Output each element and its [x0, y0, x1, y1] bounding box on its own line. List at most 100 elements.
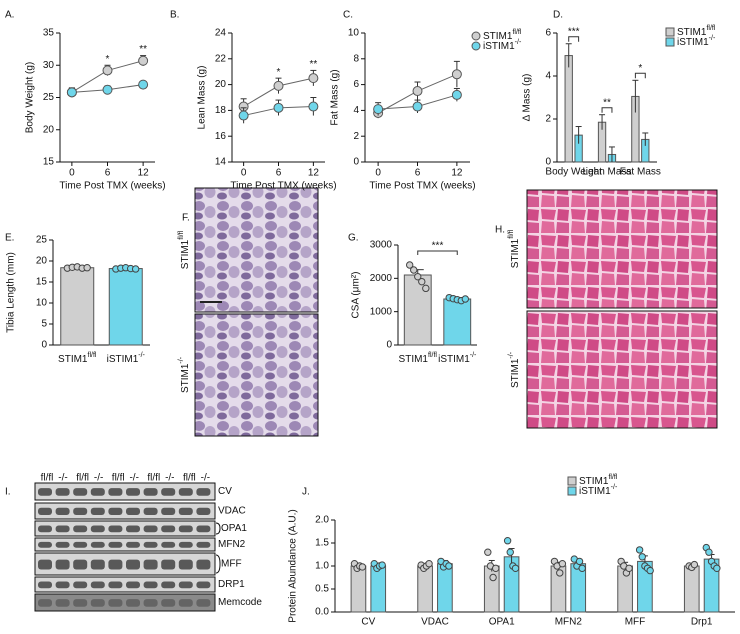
blot-band	[90, 507, 105, 515]
panel-label: G.	[348, 233, 359, 244]
label-base: STIM1	[510, 358, 521, 388]
x-axis-label: Time Post TMX (weeks)	[59, 181, 165, 192]
bar	[108, 268, 143, 346]
x-tick-label: CV	[361, 617, 375, 628]
label-superscript: -/-	[515, 39, 522, 46]
blot-band	[143, 599, 158, 607]
panel-label: C.	[343, 10, 353, 21]
data-point	[308, 101, 319, 112]
data-point	[492, 564, 500, 572]
data-point	[558, 560, 567, 568]
data-point	[445, 562, 453, 570]
data-point	[635, 546, 644, 554]
legend-marker	[665, 27, 675, 37]
lane-header: -/-	[94, 473, 103, 484]
data-point	[575, 557, 584, 566]
blot-band	[73, 541, 88, 548]
y-axis-label: Tibia Length (mm)	[6, 252, 17, 333]
blot-band	[55, 507, 70, 515]
blot-band	[90, 581, 105, 589]
label: iSTIM1-/-	[107, 352, 146, 364]
blot-band	[143, 581, 158, 589]
blot-band	[108, 559, 123, 570]
legend-marker	[471, 31, 481, 41]
data-point	[66, 87, 77, 98]
label-superscript: fl/fl	[428, 352, 437, 359]
x-tick-label: 12	[138, 168, 150, 179]
y-tick-label: 0	[386, 340, 392, 351]
blot-band	[143, 507, 158, 515]
lane-header: -/-	[58, 473, 67, 484]
data-point	[378, 561, 386, 569]
panel-label: E.	[5, 233, 14, 244]
y-tick-label: 1.5	[315, 538, 329, 549]
blot-band	[161, 599, 176, 607]
y-tick-label: 2.0	[315, 515, 329, 526]
blot-band	[161, 525, 176, 533]
label-base: iSTIM1	[438, 354, 470, 365]
label-superscript: -/-	[709, 35, 716, 42]
blot-band	[126, 599, 140, 607]
x-tick-label: 6	[105, 168, 111, 179]
y-tick-label: 2	[545, 114, 551, 125]
label: iSTIM1-/-	[483, 39, 522, 51]
label-superscript: -/-	[470, 352, 477, 359]
y-tick-label: 30	[43, 60, 55, 71]
label: iSTIM1-/-	[677, 35, 716, 47]
blot-band	[178, 541, 193, 548]
blot-band	[90, 525, 105, 533]
blot-band	[38, 525, 52, 533]
data-point	[273, 102, 284, 113]
y-tick-label: 6	[545, 28, 551, 39]
blot-band	[196, 581, 211, 589]
bar	[60, 267, 95, 346]
blot-band	[90, 488, 105, 496]
x-tick-label: VDAC	[421, 617, 449, 628]
band-label: MFF	[221, 559, 242, 570]
lane-header: -/-	[129, 473, 138, 484]
label: STIM1-/-	[508, 351, 520, 388]
blot-band	[108, 488, 123, 496]
data-point	[713, 564, 721, 572]
blot-band	[73, 559, 88, 570]
label-base: iSTIM1	[483, 41, 515, 52]
y-tick-label: 6	[353, 79, 359, 90]
legend-marker	[567, 486, 577, 496]
blot-band	[161, 488, 176, 496]
panel-label: B.	[170, 10, 179, 21]
y-tick-label: 18	[215, 105, 227, 116]
y-axis-label: Protein Abundance (A.U.)	[288, 509, 299, 622]
label-base: iSTIM1	[107, 354, 139, 365]
x-axis-label: Time Post TMX (weeks)	[230, 181, 336, 192]
label: iSTIM1-/-	[438, 352, 477, 364]
significance: *	[106, 54, 110, 65]
label-superscript: -/-	[138, 352, 145, 359]
y-tick-label: 24	[215, 28, 227, 39]
blot-band	[73, 581, 88, 589]
y-axis-label: Fat Mass (g)	[330, 69, 341, 125]
blot-band	[178, 599, 193, 607]
data-point	[373, 104, 384, 115]
panel-label: I.	[5, 487, 11, 498]
y-tick-label: 4	[353, 105, 359, 116]
data-point	[405, 261, 414, 269]
band-label: OPA1	[221, 523, 247, 534]
blot-band	[55, 599, 70, 607]
significance: **	[139, 44, 147, 55]
data-point	[690, 560, 699, 569]
significance-bracket	[417, 250, 458, 255]
blot-band	[73, 488, 88, 496]
data-point	[412, 86, 423, 97]
bar	[370, 565, 387, 613]
blot-band	[108, 599, 123, 607]
significance: **	[309, 59, 317, 70]
blot-band	[178, 525, 193, 533]
data-point	[131, 265, 140, 273]
significance-bracket	[568, 36, 580, 42]
lane-header: -/-	[201, 473, 210, 484]
y-tick-label: 25	[36, 235, 48, 246]
y-tick-label: 4	[545, 71, 551, 82]
blot-band	[90, 599, 105, 607]
label-base: STIM1	[399, 354, 429, 365]
